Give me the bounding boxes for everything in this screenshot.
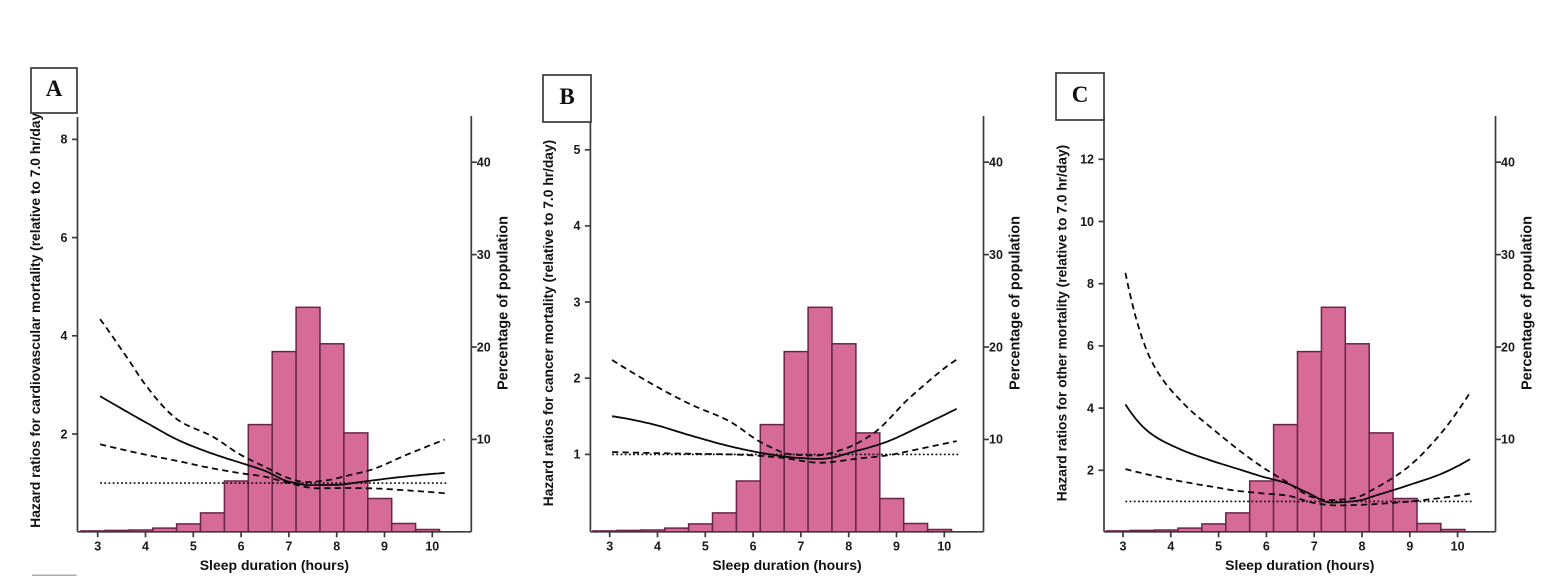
svg-text:4: 4 <box>654 540 661 554</box>
svg-text:10: 10 <box>937 540 951 554</box>
svg-text:10: 10 <box>1451 540 1465 554</box>
svg-text:40: 40 <box>1501 156 1515 170</box>
svg-text:8: 8 <box>1359 540 1366 554</box>
svg-text:6: 6 <box>1263 540 1270 554</box>
svg-text:A: A <box>46 76 63 101</box>
svg-text:12: 12 <box>1080 153 1094 167</box>
svg-text:Percentage of population: Percentage of population <box>495 216 511 390</box>
svg-text:8: 8 <box>845 540 852 554</box>
svg-text:20: 20 <box>989 340 1003 354</box>
svg-text:7: 7 <box>1311 540 1318 554</box>
svg-text:40: 40 <box>989 156 1003 170</box>
svg-text:10: 10 <box>1080 215 1094 229</box>
svg-text:6: 6 <box>61 231 68 245</box>
svg-text:3: 3 <box>606 540 613 554</box>
svg-text:6: 6 <box>238 540 245 554</box>
svg-text:4: 4 <box>142 540 149 554</box>
svg-text:9: 9 <box>381 540 388 554</box>
svg-text:9: 9 <box>893 540 900 554</box>
svg-text:3: 3 <box>1120 540 1127 554</box>
svg-text:Hazard ratios for cancer morta: Hazard ratios for cancer mortality (rela… <box>541 140 556 507</box>
svg-text:10: 10 <box>477 433 491 447</box>
svg-text:Percentage of population: Percentage of population <box>1008 216 1024 390</box>
svg-text:2: 2 <box>61 427 68 441</box>
svg-text:Sleep duration (hours): Sleep duration (hours) <box>1225 557 1374 573</box>
svg-text:3: 3 <box>573 295 580 309</box>
svg-text:6: 6 <box>1087 339 1094 353</box>
svg-text:8: 8 <box>1087 277 1094 291</box>
svg-text:30: 30 <box>989 248 1003 262</box>
svg-text:2: 2 <box>573 372 580 386</box>
svg-text:4: 4 <box>1087 401 1094 415</box>
svg-text:Sleep duration (hours): Sleep duration (hours) <box>712 557 861 573</box>
svg-text:10: 10 <box>1501 433 1515 447</box>
svg-text:C: C <box>1072 82 1089 107</box>
svg-text:4: 4 <box>573 219 580 233</box>
svg-text:30: 30 <box>1501 248 1515 262</box>
svg-text:4: 4 <box>61 329 68 343</box>
svg-text:1: 1 <box>573 448 580 462</box>
svg-text:7: 7 <box>797 540 804 554</box>
svg-text:9: 9 <box>1406 540 1413 554</box>
svg-text:Hazard ratios for other mortal: Hazard ratios for other mortality (relat… <box>1055 145 1070 502</box>
svg-text:4: 4 <box>1167 540 1174 554</box>
svg-text:5: 5 <box>1215 540 1222 554</box>
svg-text:Hazard ratios for cardiovascul: Hazard ratios for cardiovascular mortali… <box>28 108 43 527</box>
svg-text:5: 5 <box>190 540 197 554</box>
svg-text:10: 10 <box>989 433 1003 447</box>
svg-text:3: 3 <box>94 540 101 554</box>
svg-text:B: B <box>559 84 574 109</box>
svg-text:30: 30 <box>477 248 491 262</box>
svg-text:20: 20 <box>477 340 491 354</box>
svg-text:5: 5 <box>573 143 580 157</box>
svg-text:2: 2 <box>1087 464 1094 478</box>
svg-text:5: 5 <box>702 540 709 554</box>
svg-text:20: 20 <box>1501 340 1515 354</box>
svg-text:8: 8 <box>333 540 340 554</box>
svg-text:Percentage of population: Percentage of population <box>1520 216 1536 390</box>
svg-text:Sleep duration (hours): Sleep duration (hours) <box>200 557 349 573</box>
svg-text:10: 10 <box>425 540 439 554</box>
svg-text:6: 6 <box>750 540 757 554</box>
svg-text:8: 8 <box>61 133 68 147</box>
svg-text:7: 7 <box>285 540 292 554</box>
svg-text:40: 40 <box>477 156 491 170</box>
